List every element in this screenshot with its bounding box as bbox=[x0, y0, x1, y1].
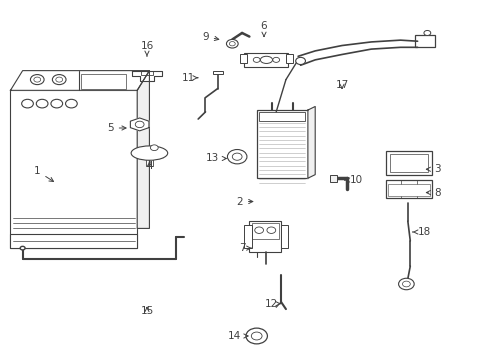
Circle shape bbox=[65, 99, 77, 108]
Polygon shape bbox=[307, 107, 315, 178]
Circle shape bbox=[30, 75, 44, 85]
Bar bbox=[81, 74, 125, 89]
Circle shape bbox=[266, 227, 275, 233]
Text: 8: 8 bbox=[426, 188, 440, 198]
Bar bbox=[414, 35, 434, 47]
Circle shape bbox=[272, 57, 279, 62]
Polygon shape bbox=[132, 71, 161, 81]
Text: 3: 3 bbox=[426, 164, 440, 174]
Polygon shape bbox=[130, 118, 149, 131]
Text: 13: 13 bbox=[206, 153, 226, 163]
Circle shape bbox=[254, 227, 263, 233]
Text: 2: 2 bbox=[236, 197, 252, 207]
Circle shape bbox=[398, 278, 413, 290]
Bar bbox=[249, 221, 281, 252]
Polygon shape bbox=[137, 71, 149, 228]
Text: 18: 18 bbox=[412, 227, 430, 237]
Circle shape bbox=[36, 99, 48, 108]
Circle shape bbox=[251, 332, 262, 340]
Bar bbox=[212, 71, 222, 74]
Circle shape bbox=[20, 246, 25, 250]
Text: 17: 17 bbox=[335, 80, 348, 90]
Bar bbox=[251, 223, 278, 239]
Circle shape bbox=[229, 41, 235, 46]
Text: 12: 12 bbox=[264, 299, 280, 309]
Bar bbox=[389, 154, 427, 172]
Circle shape bbox=[402, 281, 409, 287]
Text: 14: 14 bbox=[228, 331, 247, 341]
Circle shape bbox=[21, 99, 33, 108]
Text: 16: 16 bbox=[140, 41, 153, 56]
Ellipse shape bbox=[260, 56, 272, 63]
Bar bbox=[141, 71, 153, 75]
Bar bbox=[281, 225, 288, 248]
Bar bbox=[285, 54, 293, 63]
Circle shape bbox=[226, 40, 238, 48]
Text: 5: 5 bbox=[107, 123, 126, 133]
Text: 9: 9 bbox=[202, 32, 218, 41]
Circle shape bbox=[34, 77, 41, 82]
Bar bbox=[239, 54, 246, 63]
Circle shape bbox=[56, 77, 62, 82]
Circle shape bbox=[51, 99, 62, 108]
Bar bbox=[385, 180, 431, 198]
Text: 6: 6 bbox=[260, 21, 267, 37]
Circle shape bbox=[52, 75, 66, 85]
Bar bbox=[146, 158, 153, 166]
Circle shape bbox=[232, 153, 242, 160]
Circle shape bbox=[150, 145, 158, 150]
Circle shape bbox=[295, 57, 305, 64]
Bar bbox=[10, 234, 137, 248]
Circle shape bbox=[135, 121, 144, 128]
Bar bbox=[387, 184, 429, 196]
Circle shape bbox=[253, 57, 260, 62]
Circle shape bbox=[245, 328, 267, 344]
Bar bbox=[259, 112, 305, 121]
Circle shape bbox=[227, 149, 246, 164]
Text: 15: 15 bbox=[140, 306, 153, 316]
Text: 10: 10 bbox=[344, 175, 363, 185]
Text: 11: 11 bbox=[182, 73, 198, 83]
Bar bbox=[10, 90, 137, 248]
Bar bbox=[385, 151, 431, 175]
Bar bbox=[329, 175, 336, 182]
Bar bbox=[256, 110, 307, 178]
Text: 7: 7 bbox=[238, 243, 251, 253]
Text: 4: 4 bbox=[146, 161, 152, 171]
Ellipse shape bbox=[131, 146, 167, 160]
Bar bbox=[244, 225, 251, 248]
Polygon shape bbox=[10, 71, 149, 90]
Text: 1: 1 bbox=[34, 166, 53, 181]
Bar bbox=[244, 53, 288, 67]
Circle shape bbox=[423, 31, 430, 36]
